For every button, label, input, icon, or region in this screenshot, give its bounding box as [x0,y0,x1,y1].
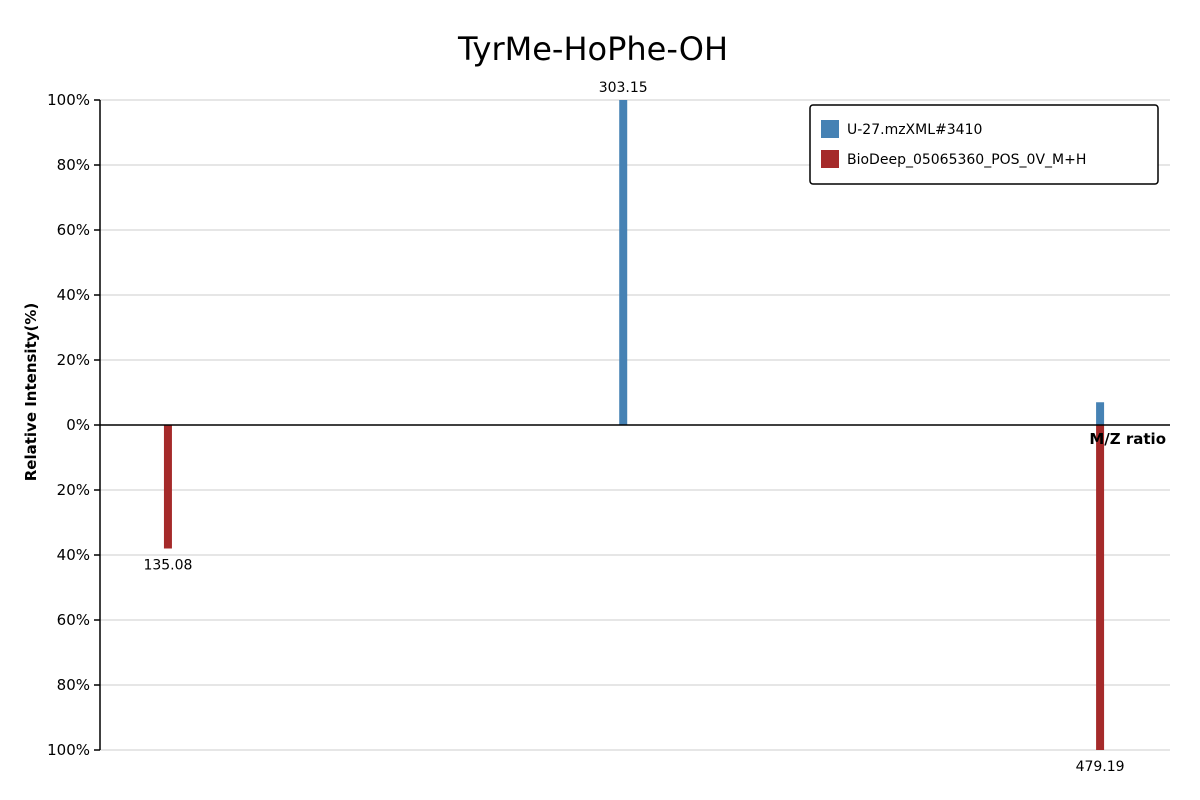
x-axis-label: M/Z ratio [1089,430,1166,448]
y-tick-label: 0% [66,416,90,434]
legend-swatch [821,120,839,138]
y-tick-label: 60% [57,611,90,629]
y-tick-label: 100% [47,741,90,759]
y-tick-label: 40% [57,286,90,304]
y-tick-label: 100% [47,91,90,109]
peak-bar [619,100,628,425]
peak-bar [1096,402,1105,425]
legend-swatch [821,150,839,168]
y-tick-label: 80% [57,156,90,174]
peak-label: 479.19 [1076,759,1125,775]
legend-box [809,104,1159,185]
chart-title: TyrMe-HoPhe-OH [457,30,728,68]
y-tick-label: 20% [57,351,90,369]
legend-entry: BioDeep_05065360_POS_0V_M+H [847,152,1086,168]
peak-label: 303.15 [599,80,648,96]
y-tick-label: 40% [57,546,90,564]
y-tick-label: 20% [57,481,90,499]
peak-bar [1096,425,1105,750]
peak-labels: 303.15 135.08 479.19 [143,80,1124,775]
peak-bar [163,425,172,549]
y-axis-label: Relative Intensity(%) [22,303,40,482]
spectrum-bars [163,100,1105,750]
y-axis-ticks: 100% 80% 60% 40% 20% 0% 20% 40% 60% 80% 100% [47,91,100,759]
grid-lines [100,99,1170,751]
y-tick-label: 60% [57,221,90,239]
y-tick-label: 80% [57,676,90,694]
legend-entry: U-27.mzXML#3410 [847,122,982,138]
legend: U-27.mzXML#3410 BioDeep_05065360_POS_0V_M… [809,104,1159,185]
peak-label: 135.08 [143,558,192,574]
